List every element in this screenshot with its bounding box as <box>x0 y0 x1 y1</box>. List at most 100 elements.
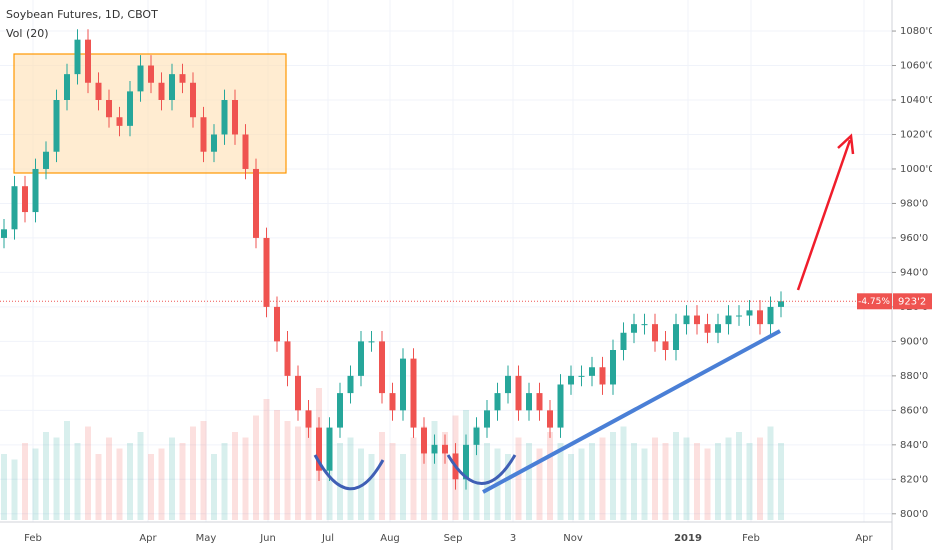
x-tick-label: Aug <box>380 533 400 544</box>
volume-bar <box>725 437 732 520</box>
x-tick-label: Apr <box>139 533 157 544</box>
volume-bar <box>536 448 543 520</box>
arc-drawing <box>313 454 385 491</box>
y-tick-label: 1060'0 <box>900 61 932 72</box>
axes: 800'0820'0840'0860'0880'0900'0920'0940'0… <box>0 26 932 544</box>
volume-bar <box>410 437 417 520</box>
candle-body <box>694 315 700 325</box>
candle-body <box>116 117 123 126</box>
volume-bar <box>158 448 165 520</box>
volume-bar <box>610 432 616 520</box>
candle-body <box>305 410 312 428</box>
candle-body <box>473 427 480 445</box>
candle-body <box>284 341 291 376</box>
candle-body <box>74 39 81 75</box>
volume-bar <box>43 432 49 520</box>
x-tick-label: 2019 <box>674 533 702 544</box>
volume-bar <box>179 443 186 520</box>
volume-bar <box>757 437 763 520</box>
candle-body <box>85 39 91 83</box>
candle-body <box>536 393 543 411</box>
volume-bar <box>736 432 742 520</box>
candle-body <box>190 82 196 118</box>
candle-body <box>484 410 490 428</box>
volume-bar <box>22 443 28 520</box>
volume-bar <box>169 437 175 520</box>
volume-bar <box>221 443 228 520</box>
candle-body <box>179 74 186 83</box>
volume-bar <box>116 448 123 520</box>
volume-bar <box>442 432 448 520</box>
candle-body <box>22 186 28 213</box>
volume-bar <box>389 443 396 520</box>
volume-bar <box>568 454 574 520</box>
y-tick-label: 880'0 <box>900 371 928 382</box>
volume-bar <box>589 443 595 520</box>
volume-bar <box>190 426 196 520</box>
volume-bar <box>295 426 301 520</box>
candle-body <box>505 375 511 394</box>
candle-body <box>778 301 784 307</box>
candle-body <box>11 186 18 230</box>
candle-body <box>610 350 616 385</box>
volume-bar <box>211 454 217 520</box>
volume-bar <box>74 443 81 520</box>
x-tick-label: 3 <box>510 533 516 544</box>
candle-body <box>64 74 70 100</box>
volume-bar <box>631 443 637 520</box>
candles <box>1 29 784 490</box>
arrow-head <box>837 133 855 155</box>
y-tick-label: 1040'0 <box>900 95 932 106</box>
y-tick-label: 820'0 <box>900 474 928 485</box>
volume-bar <box>337 443 343 520</box>
candle-body <box>211 134 217 152</box>
candle-body <box>557 384 564 428</box>
candle-body <box>316 427 322 471</box>
volume-bar <box>652 437 658 520</box>
candle-body <box>641 324 648 326</box>
x-tick-label: Sep <box>444 533 463 544</box>
volume-bar <box>379 432 385 520</box>
y-tick-label: 800'0 <box>900 509 928 520</box>
candle-body <box>620 332 627 350</box>
x-tick-label: Jul <box>321 533 334 544</box>
volume-bar <box>673 432 679 520</box>
volume-bar <box>368 454 375 520</box>
volume-bar <box>85 426 91 520</box>
volume-bar <box>358 448 364 520</box>
y-tick-label: 840'0 <box>900 440 928 451</box>
volume-bar <box>767 426 774 520</box>
candle-body <box>715 324 721 333</box>
candle-body <box>736 315 742 317</box>
candle-body <box>725 315 732 325</box>
volume-bar <box>662 443 669 520</box>
candle-body <box>589 367 595 376</box>
candle-body <box>232 100 238 135</box>
volume-bar <box>137 432 144 520</box>
candle-body <box>379 341 385 394</box>
change-box <box>857 293 892 310</box>
candle-body <box>358 341 364 376</box>
volume-bar <box>515 437 522 520</box>
candle-body <box>421 427 427 454</box>
candle-body <box>631 324 637 333</box>
candle-body <box>757 310 763 325</box>
volume-bar <box>526 443 532 520</box>
volume-bar <box>400 454 406 520</box>
y-tick-label: 900'0 <box>900 336 928 347</box>
candle-body <box>704 324 711 333</box>
arc-drawing <box>446 454 517 485</box>
x-tick-label: May <box>196 533 217 544</box>
candle-body <box>568 375 574 385</box>
volume-bar <box>106 437 112 520</box>
candle-body <box>526 393 532 411</box>
x-tick-label: Nov <box>563 533 583 544</box>
volume-bar <box>253 415 259 520</box>
volume-bar <box>421 426 427 520</box>
y-tick-label: 860'0 <box>900 405 928 416</box>
x-tick-label: Apr <box>855 533 873 544</box>
volume-bar <box>778 443 784 520</box>
candle-body <box>662 341 669 350</box>
candle-body <box>767 306 774 325</box>
